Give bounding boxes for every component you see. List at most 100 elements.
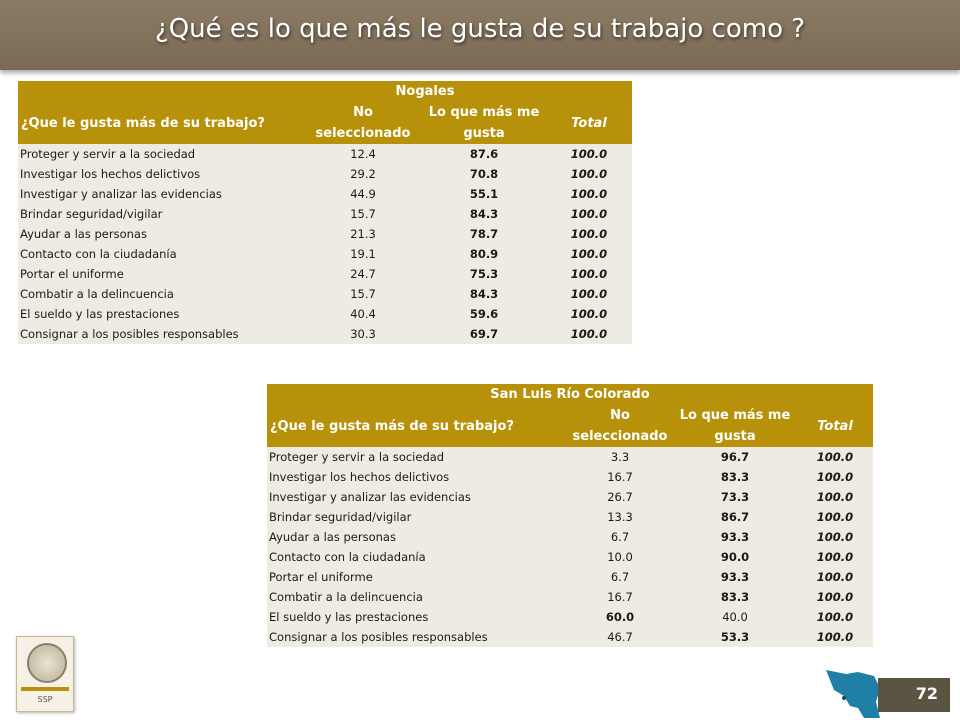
- header-spacer: [18, 81, 304, 102]
- row-label: Brindar seguridad/vigilar: [18, 204, 304, 224]
- cell-no-seleccionado: 10.0: [567, 547, 673, 567]
- cell-no-seleccionado: 30.3: [304, 324, 422, 344]
- cell-no-seleccionado: 12.4: [304, 144, 422, 164]
- table-row: Combatir a la delincuencia 16.7 83.3 100.0: [267, 587, 873, 607]
- cell-total: 100.0: [797, 567, 873, 587]
- cell-no-seleccionado: 44.9: [304, 184, 422, 204]
- logo-bar: [21, 687, 69, 691]
- cell-lo-que-mas-gusta: 90.0: [673, 547, 797, 567]
- cell-no-seleccionado: 60.0: [567, 607, 673, 627]
- cell-lo-que-mas-gusta: 83.3: [673, 587, 797, 607]
- row-label: Proteger y servir a la sociedad: [267, 447, 567, 467]
- page-number-box: 72: [878, 678, 950, 712]
- row-label: Combatir a la delincuencia: [18, 284, 304, 304]
- cell-lo-que-mas-gusta: 75.3: [422, 264, 546, 284]
- cell-total: 100.0: [797, 487, 873, 507]
- cell-lo-que-mas-gusta: 93.3: [673, 527, 797, 547]
- row-label: El sueldo y las prestaciones: [18, 304, 304, 324]
- col-header-question: ¿Que le gusta más de su trabajo?: [267, 405, 567, 447]
- cell-no-seleccionado: 26.7: [567, 487, 673, 507]
- row-label: Combatir a la delincuencia: [267, 587, 567, 607]
- cell-no-seleccionado: 40.4: [304, 304, 422, 324]
- table-row: Portar el uniforme 24.7 75.3 100.0: [18, 264, 632, 284]
- table-row: Investigar y analizar las evidencias 44.9…: [18, 184, 632, 204]
- cell-lo-que-mas-gusta: 96.7: [673, 447, 797, 467]
- table-row: Proteger y servir a la sociedad 12.4 87.6 1…: [18, 144, 632, 164]
- table-row: Brindar seguridad/vigilar 15.7 84.3 100.0: [18, 204, 632, 224]
- col-header-most: Lo que más me gusta: [673, 405, 797, 447]
- cell-no-seleccionado: 24.7: [304, 264, 422, 284]
- cell-lo-que-mas-gusta: 73.3: [673, 487, 797, 507]
- row-label: El sueldo y las prestaciones: [267, 607, 567, 627]
- col-header-no-sel: No seleccionado: [567, 405, 673, 447]
- table-row: Brindar seguridad/vigilar 13.3 86.7 100.0: [267, 507, 873, 527]
- row-label: Contacto con la ciudadanía: [267, 547, 567, 567]
- cell-total: 100.0: [546, 184, 632, 204]
- cell-lo-que-mas-gusta: 40.0: [673, 607, 797, 627]
- cell-lo-que-mas-gusta: 53.3: [673, 627, 797, 647]
- col-header-total: Total: [546, 102, 632, 144]
- table-row: Investigar los hechos delictivos 29.2 70.8…: [18, 164, 632, 184]
- col-header-no-sel: No seleccionado: [304, 102, 422, 144]
- table-row: Combatir a la delincuencia 15.7 84.3 100.0: [18, 284, 632, 304]
- cell-total: 100.0: [546, 304, 632, 324]
- cell-lo-que-mas-gusta: 69.7: [422, 324, 546, 344]
- row-label: Ayudar a las personas: [267, 527, 567, 547]
- cell-lo-que-mas-gusta: 93.3: [673, 567, 797, 587]
- cell-total: 100.0: [797, 447, 873, 467]
- cell-lo-que-mas-gusta: 70.8: [422, 164, 546, 184]
- cell-total: 100.0: [797, 547, 873, 567]
- cell-lo-que-mas-gusta: 83.3: [673, 467, 797, 487]
- cell-lo-que-mas-gusta: 87.6: [422, 144, 546, 164]
- table-row: El sueldo y las prestaciones 40.4 59.6 100.…: [18, 304, 632, 324]
- row-label: Brindar seguridad/vigilar: [267, 507, 567, 527]
- cell-no-seleccionado: 6.7: [567, 527, 673, 547]
- table-row: Proteger y servir a la sociedad 3.3 96.7 10…: [267, 447, 873, 467]
- cell-total: 100.0: [797, 507, 873, 527]
- table-row: Consignar a los posibles responsables 30.…: [18, 324, 632, 344]
- table-row: Consignar a los posibles responsables 46.…: [267, 627, 873, 647]
- table-nogales: Nogales ¿Que le gusta más de su trabajo?…: [18, 81, 632, 344]
- row-label: Investigar y analizar las evidencias: [267, 487, 567, 507]
- cell-no-seleccionado: 29.2: [304, 164, 422, 184]
- row-label: Consignar a los posibles responsables: [18, 324, 304, 344]
- cell-lo-que-mas-gusta: 80.9: [422, 244, 546, 264]
- sonora-map-icon: [826, 670, 880, 718]
- table-row: Contacto con la ciudadanía 10.0 90.0 100.0: [267, 547, 873, 567]
- city-header: Nogales: [304, 81, 546, 102]
- cell-lo-que-mas-gusta: 84.3: [422, 204, 546, 224]
- cell-no-seleccionado: 6.7: [567, 567, 673, 587]
- page-number: 72: [915, 684, 938, 703]
- table-row: Investigar y analizar las evidencias 26.7…: [267, 487, 873, 507]
- cell-lo-que-mas-gusta: 59.6: [422, 304, 546, 324]
- cell-lo-que-mas-gusta: 84.3: [422, 284, 546, 304]
- cell-total: 100.0: [546, 284, 632, 304]
- table-row: Investigar los hechos delictivos 16.7 83.3…: [267, 467, 873, 487]
- table-row: Contacto con la ciudadanía 19.1 80.9 100.0: [18, 244, 632, 264]
- city-header: San Luis Río Colorado: [267, 384, 873, 405]
- row-label: Contacto con la ciudadanía: [18, 244, 304, 264]
- cell-no-seleccionado: 3.3: [567, 447, 673, 467]
- cell-total: 100.0: [546, 244, 632, 264]
- title-bar: ¿Qué es lo que más le gusta de su trabaj…: [0, 0, 960, 70]
- header-spacer: [546, 81, 632, 102]
- cell-no-seleccionado: 13.3: [567, 507, 673, 527]
- ssp-logo: SSP: [16, 636, 74, 712]
- row-label: Ayudar a las personas: [18, 224, 304, 244]
- seal-icon: [27, 643, 67, 683]
- table-row: Ayudar a las personas 21.3 78.7 100.0: [18, 224, 632, 244]
- row-label: Portar el uniforme: [267, 567, 567, 587]
- cell-total: 100.0: [546, 264, 632, 284]
- row-label: Portar el uniforme: [18, 264, 304, 284]
- table-body: Proteger y servir a la sociedad 3.3 96.7 10…: [267, 447, 873, 647]
- col-header-question: ¿Que le gusta más de su trabajo?: [18, 102, 304, 144]
- cell-total: 100.0: [797, 627, 873, 647]
- col-header-most: Lo que más me gusta: [422, 102, 546, 144]
- cell-no-seleccionado: 21.3: [304, 224, 422, 244]
- cell-total: 100.0: [797, 527, 873, 547]
- cell-lo-que-mas-gusta: 78.7: [422, 224, 546, 244]
- cell-total: 100.0: [546, 204, 632, 224]
- table-body: Proteger y servir a la sociedad 12.4 87.6 1…: [18, 144, 632, 344]
- cell-no-seleccionado: 19.1: [304, 244, 422, 264]
- table-row: El sueldo y las prestaciones 60.0 40.0 100.…: [267, 607, 873, 627]
